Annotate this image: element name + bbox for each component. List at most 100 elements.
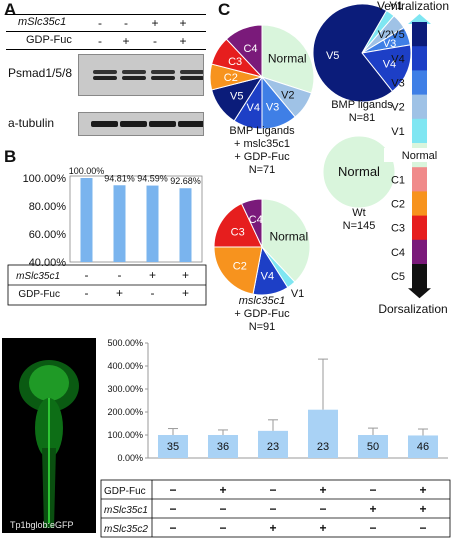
bar bbox=[408, 435, 438, 458]
condition-sign: − bbox=[269, 502, 276, 516]
scale-label: V3 bbox=[391, 78, 404, 90]
bar bbox=[308, 409, 338, 458]
pie-slice-label: C2 bbox=[224, 72, 238, 84]
scale-label: V4 bbox=[391, 53, 404, 65]
band-tubulin bbox=[91, 121, 118, 127]
blot-label: Psmad1/5/8 bbox=[8, 66, 73, 80]
scale-label: V2 bbox=[391, 102, 404, 114]
condition-sign: + bbox=[116, 286, 123, 300]
band-lower bbox=[93, 76, 117, 80]
band-upper bbox=[151, 70, 175, 74]
bar-data-label: 50 bbox=[367, 441, 379, 453]
fluorescence-image bbox=[2, 338, 96, 533]
condition-row-label: mSlc35c1 bbox=[18, 16, 67, 28]
condition-sign: − bbox=[219, 502, 226, 516]
pie-caption: + GDP-Fuc bbox=[234, 308, 290, 320]
table-rule bbox=[6, 49, 206, 50]
condition-sign: − bbox=[169, 502, 176, 516]
pie-caption: N=81 bbox=[349, 112, 376, 124]
band-tubulin bbox=[149, 121, 176, 127]
pie-slice-label: V3 bbox=[266, 101, 279, 113]
band-tubulin bbox=[178, 121, 203, 127]
bar-data-label: 94.59% bbox=[137, 174, 168, 184]
scale-label: C5 bbox=[391, 271, 405, 283]
pie-slice-label: V5 bbox=[230, 90, 243, 102]
blot-bands bbox=[93, 70, 203, 80]
embryo-drawing bbox=[19, 360, 79, 528]
panel-c-letter: C bbox=[218, 0, 231, 19]
blot-label: a-tubulin bbox=[8, 116, 55, 130]
pie-slice bbox=[261, 24, 315, 94]
bar bbox=[80, 178, 93, 262]
bar-data-label: 36 bbox=[217, 441, 229, 453]
scale-label: C2 bbox=[391, 199, 405, 211]
pie-slice-label: C4 bbox=[243, 43, 257, 55]
pie-slice bbox=[213, 246, 263, 295]
condition-sign: + bbox=[151, 16, 159, 30]
condition-sign: + bbox=[419, 502, 426, 516]
panel-c-svg: NormalV2V3V4V5C2C3C4V1V2V3V4V5NormalNorm… bbox=[210, 0, 450, 330]
western-blot-image bbox=[78, 54, 204, 96]
scale-label: Normal bbox=[402, 150, 437, 162]
scale-label: V5 bbox=[391, 29, 404, 41]
condition-sign: − bbox=[169, 521, 176, 535]
condition-sign: − bbox=[319, 502, 326, 516]
band-upper bbox=[93, 70, 117, 74]
bar bbox=[258, 430, 288, 458]
pie-slice-label: V4 bbox=[383, 59, 396, 71]
scale-swatch bbox=[412, 167, 427, 192]
condition-sign: + bbox=[319, 521, 326, 535]
y-tick-label: 300.00% bbox=[107, 384, 143, 394]
pie-slice bbox=[322, 135, 396, 209]
pie-slice bbox=[312, 3, 394, 103]
panel-b-svg: 100.00%80.00%60.00%40.00%100.00%94.81% 94… bbox=[7, 166, 207, 306]
condition-sign: − bbox=[169, 483, 176, 497]
bar-data-label: 23 bbox=[267, 441, 279, 453]
pie-caption: BMP ligands bbox=[331, 99, 393, 111]
y-tick-label: 80.00% bbox=[29, 201, 67, 213]
condition-row-label: mSlc35c1 bbox=[16, 271, 60, 282]
condition-sign: - bbox=[153, 34, 157, 48]
table-rule bbox=[6, 14, 206, 15]
pie-caption: mslc35c1 bbox=[239, 295, 285, 307]
pie-slice-label: V3 bbox=[383, 38, 396, 50]
band-lower bbox=[151, 76, 175, 80]
pie-slice-label: V5 bbox=[326, 50, 339, 62]
pie-slice-label: C3 bbox=[231, 227, 245, 239]
condition-sign: + bbox=[182, 286, 189, 300]
scale-swatch bbox=[412, 239, 427, 265]
pie-slice bbox=[240, 198, 263, 248]
bar-data-label: 23 bbox=[317, 441, 329, 453]
scale-swatch bbox=[412, 215, 427, 241]
pie-slice-label: V4 bbox=[261, 270, 274, 282]
condition-sign: - bbox=[98, 16, 102, 30]
bar bbox=[179, 188, 192, 262]
condition-sign: - bbox=[151, 286, 155, 300]
y-tick-label: 100.00% bbox=[23, 173, 67, 185]
y-tick-label: 400.00% bbox=[107, 361, 143, 371]
condition-sign: + bbox=[182, 268, 189, 282]
scale-top-label: Ventralization bbox=[377, 0, 449, 13]
bar-data-label: 46 bbox=[417, 441, 429, 453]
scale-swatch bbox=[412, 191, 427, 217]
pie-slice-label: Normal bbox=[338, 164, 380, 179]
condition-sign: − bbox=[369, 483, 376, 497]
condition-row-label: mSlc35c2 bbox=[104, 524, 148, 535]
pie-caption: N=145 bbox=[343, 220, 376, 232]
condition-sign: + bbox=[179, 34, 187, 48]
band-upper bbox=[122, 70, 146, 74]
pie-caption: N=91 bbox=[249, 321, 276, 330]
bar-data-label: 35 bbox=[167, 441, 179, 453]
condition-sign: − bbox=[369, 521, 376, 535]
y-tick-label: 200.00% bbox=[107, 407, 143, 417]
scale-swatch bbox=[412, 46, 427, 71]
bar bbox=[158, 435, 188, 458]
y-tick-label: 60.00% bbox=[29, 229, 67, 241]
condition-sign: - bbox=[85, 286, 89, 300]
condition-row-label: mSlc35c1 bbox=[104, 505, 148, 516]
condition-sign: - bbox=[124, 16, 128, 30]
pie-slice-label: C3 bbox=[228, 56, 242, 68]
y-tick-label: 500.00% bbox=[107, 338, 143, 348]
condition-sign: − bbox=[269, 483, 276, 497]
scale-swatch bbox=[412, 70, 427, 96]
